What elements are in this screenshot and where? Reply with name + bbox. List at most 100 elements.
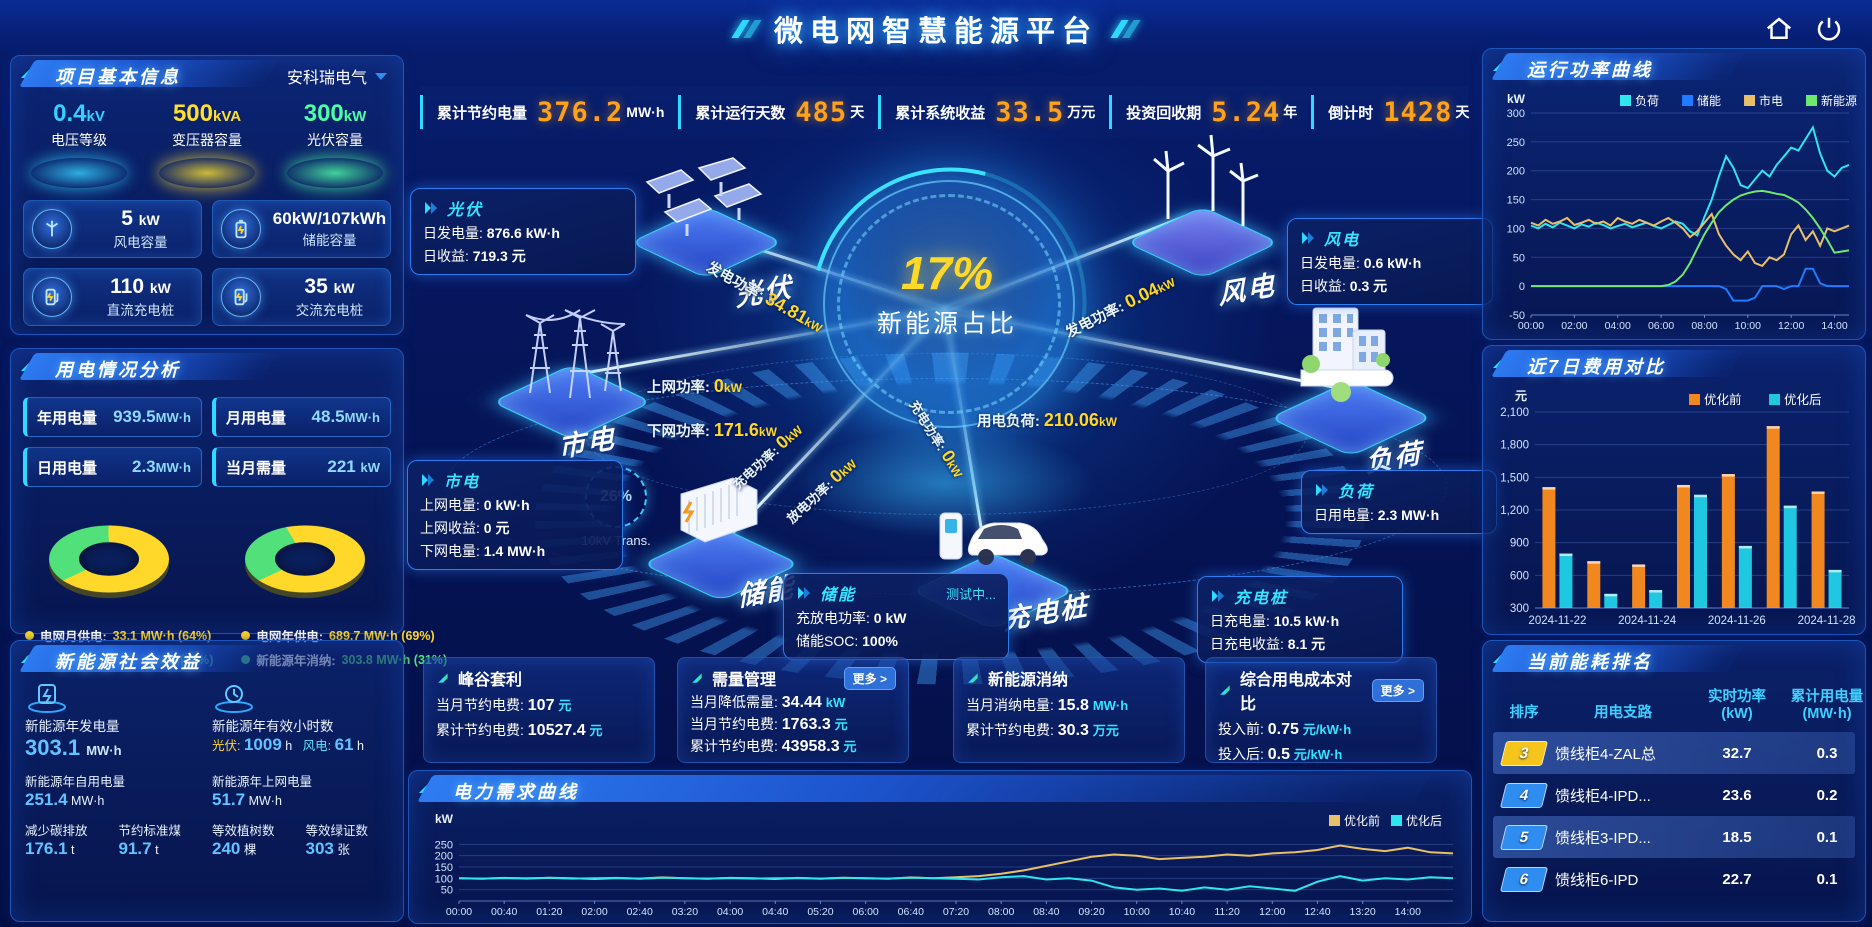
svg-text:08:00: 08:00 <box>988 906 1014 918</box>
wind-turbines-icon <box>1153 134 1259 226</box>
renewable-share-label: 新能源占比 <box>876 310 1017 338</box>
svg-text:00:00: 00:00 <box>446 906 472 918</box>
svg-text:优化前: 优化前 <box>1704 392 1742 407</box>
rank-badge: 3 <box>1499 740 1549 766</box>
svg-text:2024-11-22: 2024-11-22 <box>1528 615 1586 627</box>
panel-ranking-header: 当前能耗排名 <box>1483 641 1865 679</box>
svg-text:100: 100 <box>1507 223 1525 235</box>
svg-text:250: 250 <box>1507 137 1525 149</box>
panel-demand-title: 电力需求曲线 <box>453 782 579 802</box>
title-deco-left <box>731 20 762 38</box>
svg-text:市电: 市电 <box>1759 93 1783 108</box>
table-row[interactable]: 5 馈线柜3-IPD... 18.5 0.1 <box>1493 816 1855 858</box>
svg-text:kW: kW <box>435 812 454 826</box>
lightning-pedestal-icon <box>25 683 69 713</box>
demand-more-button[interactable]: 更多 > <box>843 666 896 690</box>
svg-text:06:00: 06:00 <box>852 906 878 918</box>
usage-day: 日用电量 2.3MW·h <box>23 447 202 487</box>
panel-cost7-header: 近7日费用对比 <box>1483 346 1865 384</box>
svg-text:00:00: 00:00 <box>1518 320 1544 332</box>
panel-benefit: 新能源社会效益 新能源年发电量 303.1 MW·h 新能源年有效小时数 光伏:… <box>10 640 404 922</box>
svg-text:2024-11-28: 2024-11-28 <box>1798 615 1856 627</box>
svg-text:12:40: 12:40 <box>1304 906 1330 918</box>
chevron-right-icon <box>1212 590 1224 602</box>
cost-more-button[interactable]: 更多 > <box>1371 678 1424 702</box>
capacity-ac-charger: 35 kW 交流充电桩 <box>212 268 391 326</box>
kpi-revenue: 累计系统收益 33.5 万元 <box>878 95 1109 129</box>
node-pv: 光伏 <box>627 157 794 312</box>
rank-badge: 6 <box>1499 866 1549 892</box>
svg-text:负荷: 负荷 <box>1635 94 1659 108</box>
company-dropdown[interactable]: 安科瑞电气 <box>287 64 387 88</box>
kpi-bar: 累计节约电量 376.2 MW·h 累计运行天数 485 天 累计系统收益 33.5 万… <box>420 86 1469 138</box>
svg-text:01:20: 01:20 <box>536 906 562 918</box>
rank-badge: 4 <box>1499 782 1549 808</box>
svg-text:2024-11-24: 2024-11-24 <box>1618 615 1677 627</box>
svg-text:100: 100 <box>435 873 453 885</box>
panel-benefit-title: 新能源社会效益 <box>55 652 202 672</box>
kpi-payback: 投资回收期 5.24 年 <box>1109 95 1311 129</box>
ac-charger-icon <box>221 277 261 317</box>
panel-run-power: 运行功率曲线 -50 0 50 100 150 200 250 300 kW 00:00 02:00… <box>1482 48 1866 340</box>
node-grid: 市电 <box>490 303 653 463</box>
panel-usage-header: 用电情况分析 <box>11 349 403 387</box>
title-deco-right <box>1110 20 1141 38</box>
usage-year: 年用电量 939.5MW·h <box>23 397 202 437</box>
panel-run-power-title: 运行功率曲线 <box>1527 60 1653 80</box>
node-wind: 风电 <box>1123 133 1280 310</box>
table-row[interactable]: 6 馈线柜6-IPD 22.7 0.1 <box>1493 858 1855 900</box>
card-cost-compare: 综合用电成本对比 更多 > 投入前: 0.75 元/kW·h 投入后: 0.5 … <box>1205 657 1437 763</box>
capacity-storage: 60kW/107kWh 储能容量 <box>212 200 391 258</box>
card-peak-valley: 峰谷套利 当月节约电费: 107 元 累计节约电费: 10527.4 元 <box>423 657 655 763</box>
svg-text:150: 150 <box>1507 195 1525 207</box>
ev-charger-icon <box>939 512 1048 565</box>
power-icon[interactable] <box>1814 14 1844 44</box>
pedestal-transformer: 500kVA 变压器容量 <box>148 100 266 188</box>
page-title: 微电网智慧能源平台 <box>773 16 1099 48</box>
panel-usage-title: 用电情况分析 <box>55 360 181 380</box>
wind-turbine-icon <box>32 209 72 249</box>
flow-load-power: 用电负荷: 210.06kW <box>977 410 1117 430</box>
svg-text:200: 200 <box>435 851 453 863</box>
pv-info-box: 光伏 日发电量: 876.6 kW·h 日收益: 719.3 元 <box>410 188 636 275</box>
card-renewable-consumption: 新能源消纳 当月消纳电量: 15.8 MW·h 累计节约电费: 30.3 万元 <box>953 657 1185 763</box>
svg-text:14:00: 14:00 <box>1821 320 1847 332</box>
benefit-hours: 新能源年有效小时数 光伏: 1009 h 风电: 61 h <box>212 683 389 761</box>
svg-text:03:20: 03:20 <box>672 906 698 918</box>
svg-text:优化后: 优化后 <box>1784 393 1822 407</box>
storage-info-box: 储能 测试中... 充放电功率: 0 kW 储能SOC: 100% <box>783 573 1009 660</box>
svg-text:10:40: 10:40 <box>1169 906 1195 918</box>
rank-badge: 5 <box>1499 824 1549 850</box>
capacity-dc-charger: 110 kW 直流充电桩 <box>23 268 202 326</box>
svg-text:06:00: 06:00 <box>1648 320 1674 332</box>
svg-text:12:00: 12:00 <box>1259 906 1285 918</box>
home-icon[interactable] <box>1764 14 1794 44</box>
table-row[interactable]: 4 馈线柜4-IPD... 23.6 0.2 <box>1493 774 1855 816</box>
svg-text:1,800: 1,800 <box>1500 440 1529 452</box>
svg-text:14:00: 14:00 <box>1395 906 1421 918</box>
donut-year <box>230 499 380 619</box>
svg-text:600: 600 <box>1510 570 1529 582</box>
card-demand-mgmt: 需量管理 更多 > 当月降低需量: 34.44 kW 当月节约电费: 1763.… <box>677 657 909 763</box>
svg-text:优化后: 优化后 <box>1406 814 1442 828</box>
table-row[interactable]: 3 馈线柜4-ZAL总 32.7 0.3 <box>1493 732 1855 774</box>
battery-container-icon <box>680 477 758 543</box>
svg-text:04:00: 04:00 <box>1605 320 1631 332</box>
capacity-wind: 5 kW 风电容量 <box>23 200 202 258</box>
node-storage: 储能 <box>641 468 801 613</box>
chevron-right-icon <box>1316 484 1328 496</box>
svg-text:200: 200 <box>1507 166 1525 178</box>
svg-text:07:20: 07:20 <box>943 906 969 918</box>
panel-ranking-title: 当前能耗排名 <box>1527 652 1653 672</box>
panel-run-power-header: 运行功率曲线 <box>1483 49 1865 87</box>
renewable-share-value: 17% <box>900 247 994 299</box>
svg-text:2024-11-26: 2024-11-26 <box>1708 615 1766 627</box>
panel-benefit-header: 新能源社会效益 <box>11 641 403 679</box>
card-corner-icon <box>438 673 448 683</box>
battery-icon <box>221 209 261 249</box>
benefit-to-grid: 新能源年上网电量 51.7 MW·h <box>212 775 313 809</box>
panel-project-info: 项目基本信息 安科瑞电气 0.4kV 电压等级 500kVA 变压器容量 300… <box>10 55 404 335</box>
charger-info-box: 充电桩 日充电量: 10.5 kW·h 日充电收益: 8.1 元 <box>1197 576 1403 663</box>
svg-text:02:40: 02:40 <box>627 906 653 918</box>
svg-text:150: 150 <box>435 862 453 874</box>
